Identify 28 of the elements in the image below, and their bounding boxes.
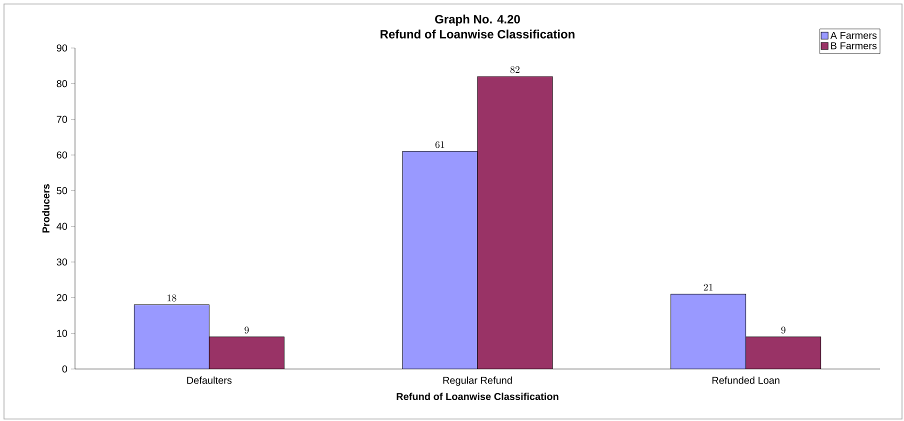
y-tick-label: 40 <box>56 222 68 230</box>
legend-label: B Farmers <box>831 42 877 50</box>
data-label: 82 <box>510 66 520 74</box>
y-tick-label: 70 <box>56 116 68 123</box>
legend-label: A Farmers <box>830 32 877 39</box>
y-tick-label: 10 <box>57 330 68 337</box>
bar <box>746 336 822 369</box>
y-tick-label: 60 <box>56 151 68 159</box>
y-tick-label: 80 <box>56 80 68 88</box>
y-tick-label: 0 <box>62 365 68 373</box>
y-tick-label: 90 <box>56 44 68 52</box>
data-label: 9 <box>244 326 249 334</box>
bar <box>209 336 284 369</box>
y-tick-label: 20 <box>56 294 68 302</box>
y-tick-label: 50 <box>56 187 68 194</box>
x-tick-label: Defaulters <box>187 376 232 384</box>
y-tick-label: 30 <box>56 258 68 266</box>
x-axis-title: Refund of Loanwise Classification <box>396 392 558 400</box>
chart-subtitle: Refund of Loanwise Classification <box>380 30 574 38</box>
data-label: 61 <box>435 141 444 148</box>
chart-title: Graph No. 4.20 <box>435 14 520 26</box>
x-tick-label: Refunded Loan <box>712 376 780 384</box>
data-label: 21 <box>704 284 713 291</box>
y-axis-title: Producers <box>42 184 50 233</box>
x-tick-label: Regular Refund <box>443 376 512 386</box>
data-label: 9 <box>781 326 786 334</box>
bar <box>478 76 553 369</box>
data-label: 18 <box>168 294 176 302</box>
